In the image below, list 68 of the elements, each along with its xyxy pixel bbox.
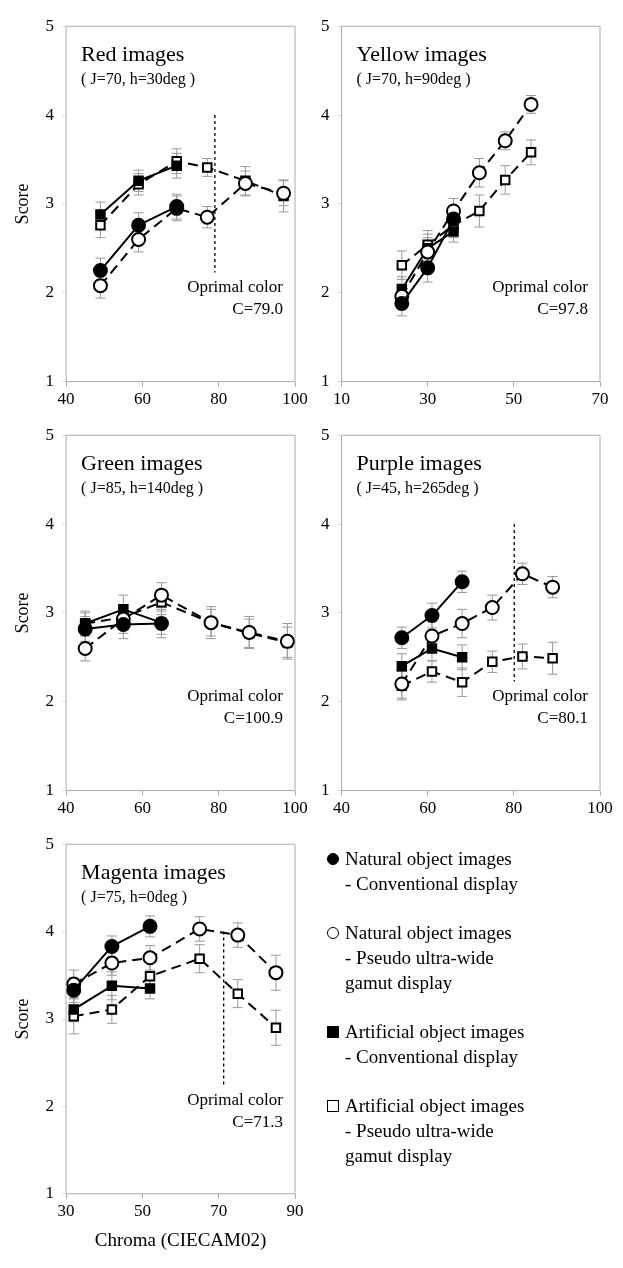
y-tick-label: 2 [45, 1095, 55, 1115]
x-tick-label: 60 [133, 798, 151, 818]
text: Magenta images [81, 858, 226, 884]
y-tick-label: 1 [45, 780, 55, 800]
y-tick-label: 3 [321, 602, 330, 622]
text: Red images [81, 40, 185, 66]
y-tick-label: 2 [321, 691, 330, 711]
y-tick-label: 5 [45, 15, 55, 35]
y-axis-title: Score [11, 183, 32, 225]
y-tick-label: 2 [45, 691, 55, 711]
y-tick-label: 1 [321, 371, 330, 391]
text: ( J=70, h=90deg ) [356, 70, 471, 89]
y-tick-label: 1 [45, 1183, 55, 1203]
y-axis-title: Score [11, 592, 32, 634]
legend-label: Artificial object images - Pseudo ultra-wide gamut display [345, 1094, 525, 1168]
text: Yellow images [356, 40, 487, 66]
y-axis-title: Score [11, 998, 32, 1040]
legend-label: Artificial object images - Conventional display [345, 1020, 525, 1069]
y-tick-label: 3 [45, 1008, 55, 1028]
x-tick-label: 30 [57, 1201, 75, 1221]
x-tick-label: 60 [419, 798, 437, 818]
annotation: Oprimal color C=100.9 [187, 685, 284, 727]
x-tick-label: 100 [282, 389, 308, 409]
x-axis-title: Chroma (CIECAM02) [94, 1228, 267, 1251]
x-tick-label: 80 [210, 798, 228, 818]
y-tick-label: 1 [45, 371, 55, 391]
x-tick-label: 40 [333, 798, 350, 818]
x-tick-label: 40 [57, 389, 75, 409]
legend-label: Natural object images - Pseudo ultra-wide gamut display [345, 921, 512, 995]
y-tick-label: 4 [45, 921, 55, 941]
x-tick-label: 70 [591, 389, 609, 409]
x-tick-label: 50 [505, 389, 523, 409]
x-tick-label: 100 [587, 798, 613, 818]
x-tick-label: 60 [133, 389, 151, 409]
y-tick-label: 5 [45, 424, 55, 444]
y-tick-label: 4 [45, 104, 55, 124]
y-tick-label: 2 [45, 282, 55, 302]
legend-label: Natural object images - Conventional display [345, 847, 519, 896]
annotation: Oprimal color C=97.8 [492, 276, 589, 318]
y-tick-label: 1 [321, 780, 330, 800]
annotation: Oprimal color C=71.3 [187, 1090, 284, 1132]
text: ( J=45, h=265deg ) [356, 479, 479, 498]
y-tick-label: 4 [45, 513, 55, 533]
y-tick-label: 3 [45, 602, 55, 622]
y-tick-label: 4 [321, 513, 330, 533]
text: Green images [81, 449, 203, 475]
annotation: Oprimal color C=79.0 [187, 276, 284, 318]
y-tick-label: 5 [321, 424, 330, 444]
y-tick-label: 4 [321, 104, 330, 124]
text: ( J=70, h=30deg ) [81, 70, 196, 89]
text: ( J=85, h=140deg ) [81, 479, 204, 498]
y-tick-label: 5 [321, 15, 330, 35]
x-tick-label: 50 [133, 1201, 151, 1221]
y-tick-label: 3 [45, 193, 55, 213]
x-tick-label: 80 [210, 389, 228, 409]
x-tick-label: 100 [282, 798, 308, 818]
text: ( J=75, h=0deg ) [81, 888, 188, 907]
x-tick-label: 40 [57, 798, 75, 818]
x-tick-label: 30 [419, 389, 437, 409]
y-tick-label: 3 [321, 193, 330, 213]
x-tick-label: 70 [210, 1201, 228, 1221]
x-tick-label: 80 [505, 798, 523, 818]
y-tick-label: 2 [321, 282, 330, 302]
x-tick-label: 10 [333, 389, 350, 409]
x-tick-label: 90 [286, 1201, 304, 1221]
text: Purple images [356, 449, 482, 475]
y-tick-label: 5 [45, 833, 55, 853]
annotation: Oprimal color C=80.1 [492, 685, 589, 727]
